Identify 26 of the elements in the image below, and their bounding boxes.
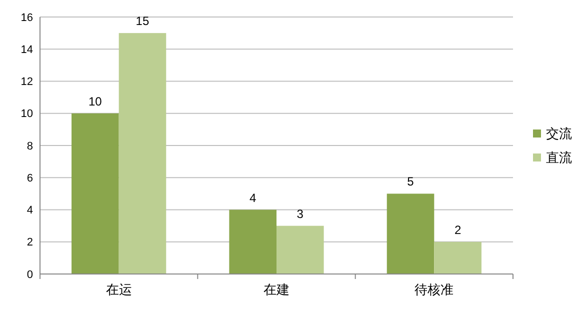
x-tick-label: 在建 — [264, 282, 290, 297]
legend-label: 交流 — [546, 126, 572, 142]
bar — [386, 194, 434, 274]
bar — [434, 242, 482, 274]
y-tick-label: 6 — [26, 172, 33, 184]
y-tick-label: 16 — [20, 12, 33, 24]
data-label: 5 — [407, 174, 414, 189]
data-label: 4 — [250, 190, 257, 205]
data-label: 10 — [88, 94, 102, 108]
y-tick-label: 0 — [26, 268, 33, 281]
bar — [229, 210, 276, 274]
data-label: 15 — [136, 14, 150, 28]
bar — [276, 226, 324, 274]
y-tick-label: 10 — [20, 108, 33, 120]
y-tick-label: 8 — [26, 140, 33, 152]
y-tick-label: 12 — [20, 76, 33, 88]
bar — [118, 33, 166, 274]
data-label: 3 — [296, 206, 304, 221]
y-tick-label: 14 — [20, 44, 33, 56]
data-label: 2 — [454, 222, 462, 237]
y-tick-label: 2 — [26, 236, 33, 249]
x-tick-label: 待核准 — [414, 282, 454, 297]
bar — [72, 113, 119, 274]
x-tick-label: 在运 — [106, 282, 132, 297]
y-tick-label: 4 — [26, 204, 33, 217]
legend-label: 直流 — [546, 150, 572, 166]
